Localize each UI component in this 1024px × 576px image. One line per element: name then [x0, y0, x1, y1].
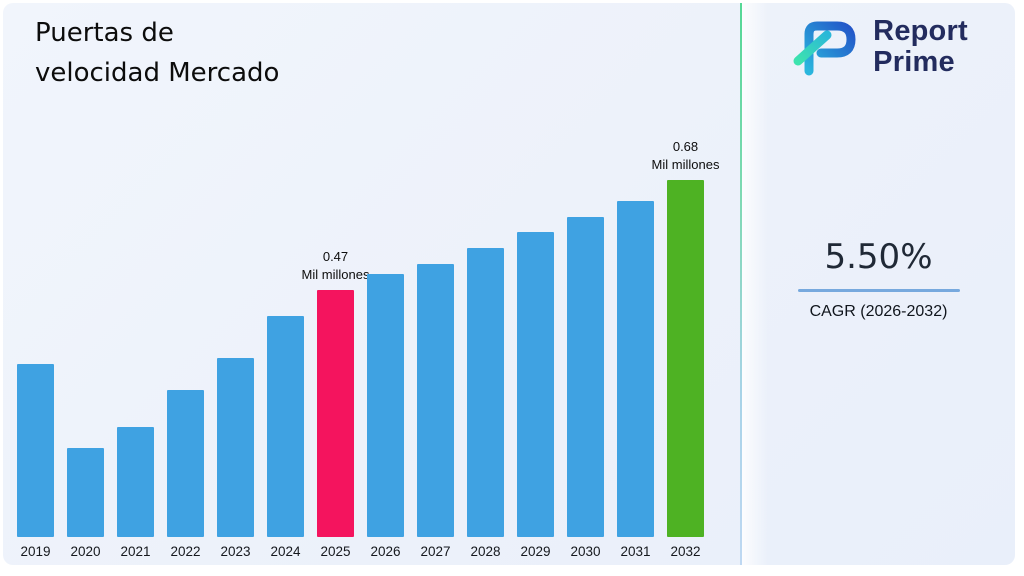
bar-2023 — [217, 358, 254, 537]
cagr-underline — [797, 289, 960, 292]
bar-2022 — [167, 390, 204, 537]
bar-group-2022: 2022 — [167, 390, 204, 561]
bar-2020 — [67, 448, 104, 537]
bar-group-2027: 2027 — [417, 264, 454, 561]
page-title-line1: Puertas de — [35, 18, 174, 48]
x-tick-label-2027: 2027 — [420, 544, 451, 559]
x-tick-label-2023: 2023 — [220, 544, 251, 559]
bar-group-2028: 2028 — [467, 248, 504, 561]
page-title: Puertas de velocidad Mercado — [35, 13, 279, 93]
x-tick-label-2030: 2030 — [570, 544, 601, 559]
x-tick-label-2022: 2022 — [170, 544, 201, 559]
x-tick-label-2026: 2026 — [370, 544, 401, 559]
brand-name-report: Report — [873, 15, 968, 47]
annotation-unit: Mil millones — [301, 267, 370, 282]
bar-group-2020: 2020 — [67, 448, 104, 561]
bar-group-2030: 2030 — [567, 217, 604, 561]
brand-name-prime: Prime — [873, 46, 955, 78]
bar-2027 — [417, 264, 454, 537]
bar-annotation-2032: 0.68 Mil millones — [652, 138, 720, 174]
bar-group-2032: 0.68 Mil millones 2032 — [652, 138, 720, 561]
right-panel: Report Prime 5.50% CAGR (2026-2032) — [742, 3, 1015, 565]
cagr-value: 5.50% — [824, 237, 933, 277]
report-card: Puertas de velocidad Mercado 2019 2020 2021… — [3, 3, 1015, 565]
x-tick-label-2032: 2032 — [670, 544, 701, 559]
bar-group-2029: 2029 — [517, 232, 554, 561]
x-tick-label-2024: 2024 — [270, 544, 301, 559]
bar-2031 — [617, 201, 654, 537]
bar-group-2031: 2031 — [617, 201, 654, 561]
bar-2026 — [367, 274, 404, 537]
x-tick-label-2019: 2019 — [20, 544, 51, 559]
bar-chart: 2019 2020 2021 2022 2023 2024 0.47 Mil millones… — [17, 138, 720, 561]
report-prime-logo-icon — [793, 21, 856, 76]
x-tick-label-2021: 2021 — [120, 544, 151, 559]
bar-2029 — [517, 232, 554, 537]
annotation-value: 0.68 — [672, 139, 699, 154]
bar-2021 — [117, 427, 154, 537]
bar-group-2026: 2026 — [367, 274, 404, 561]
bar-group-2023: 2023 — [217, 358, 254, 561]
bar-group-2021: 2021 — [117, 427, 154, 561]
annotation-unit: Mil millones — [651, 157, 720, 172]
brand-name: Report Prime — [873, 16, 968, 78]
bar-group-2024: 2024 — [267, 316, 304, 561]
x-tick-label-2031: 2031 — [620, 544, 651, 559]
cagr-block: 5.50% CAGR (2026-2032) — [797, 237, 960, 321]
x-tick-label-2020: 2020 — [70, 544, 101, 559]
brand: Report Prime — [789, 15, 968, 79]
cagr-label: CAGR (2026-2032) — [809, 303, 948, 320]
bar-group-2025: 0.47 Mil millones 2025 — [302, 248, 370, 561]
bar-annotation-2025: 0.47 Mil millones — [302, 248, 370, 284]
bar-2019 — [17, 364, 54, 537]
x-tick-label-2028: 2028 — [470, 544, 501, 559]
bar-2028 — [467, 248, 504, 537]
x-tick-label-2029: 2029 — [520, 544, 551, 559]
page-title-line2: velocidad Mercado — [35, 58, 280, 88]
bar-2030 — [567, 217, 604, 537]
bar-group-2019: 2019 — [17, 364, 54, 561]
bar-2025 — [317, 290, 354, 537]
bar-2032 — [667, 180, 704, 537]
annotation-value: 0.47 — [322, 249, 349, 264]
x-tick-label-2025: 2025 — [320, 544, 351, 559]
bar-2024 — [267, 316, 304, 537]
divider — [740, 3, 742, 565]
